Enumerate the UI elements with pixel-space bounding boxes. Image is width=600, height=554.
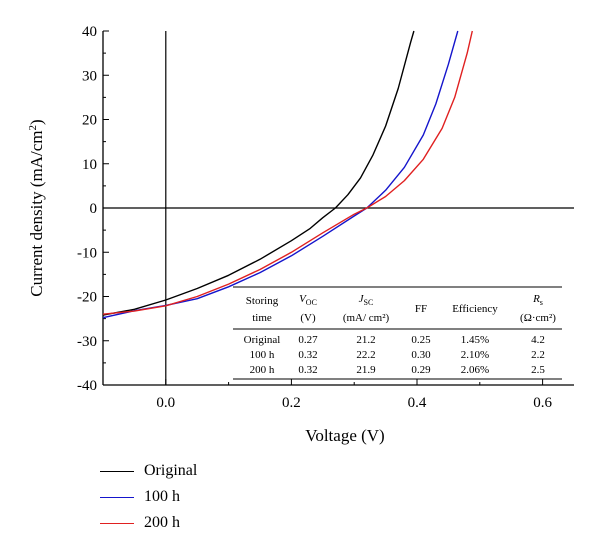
y-tick-label: -40 (77, 378, 97, 394)
table-header-voc: VOC (299, 293, 317, 307)
table-header-jsc: JSC (359, 293, 374, 307)
x-tick-label: 0.2 (282, 395, 301, 411)
table-cell: 21.9 (356, 364, 376, 376)
table-cell: 0.25 (411, 334, 431, 346)
y-tick-label: -30 (77, 334, 97, 350)
table-cell: 0.32 (298, 364, 317, 376)
legend-swatch (100, 522, 134, 524)
y-tick-label: 20 (82, 113, 97, 129)
x-tick-label: 0.4 (408, 395, 427, 411)
table-row: 200 h 0.32 21.9 0.29 2.06% 2.5 (250, 364, 546, 376)
parameter-table: Storing time VOC (V) JSC (mA/ cm²) FF Ef… (233, 286, 562, 380)
table-cell: 2.06% (461, 364, 489, 376)
table-cell: 100 h (250, 349, 275, 361)
legend-swatch (100, 470, 134, 472)
legend-item-original: Original (100, 458, 197, 484)
table-cell: 0.30 (411, 349, 431, 361)
legend-label: 200 h (144, 514, 180, 531)
y-tick-label: 30 (82, 68, 97, 84)
y-tick-label: 40 (82, 24, 97, 40)
y-tick-label: -10 (77, 245, 97, 261)
series-line-2 (102, 30, 473, 315)
table-cell: 22.2 (356, 349, 375, 361)
legend-label: 100 h (144, 488, 180, 505)
table-cell: Original (244, 334, 281, 346)
table-cell: 2.10% (461, 349, 489, 361)
legend-item-200h: 200 h (100, 510, 197, 536)
chart-legend: Original 100 h 200 h (100, 458, 197, 536)
table-header-rs-unit: (Ω·cm²) (520, 312, 556, 324)
legend-label: Original (144, 462, 198, 479)
y-tick-label: 10 (82, 157, 97, 173)
table-header-efficiency: Efficiency (452, 303, 498, 315)
table-cell: 4.2 (531, 334, 545, 346)
series-line-0 (102, 30, 415, 316)
legend-item-100h: 100 h (100, 484, 197, 510)
table-row: Original 0.27 21.2 0.25 1.45% 4.2 (244, 334, 545, 346)
legend-swatch (100, 496, 134, 498)
table-header-storing: Storing (246, 295, 279, 307)
table-header-voc-unit: (V) (300, 312, 316, 324)
x-tick-label: 0.6 (533, 395, 552, 411)
table-header-storing-2: time (252, 312, 272, 324)
table-cell: 2.5 (531, 364, 545, 376)
table-header-ff: FF (415, 303, 427, 315)
table-header-jsc-unit: (mA/ cm²) (343, 312, 390, 324)
table-cell: 2.2 (531, 349, 545, 361)
table-cell: 0.27 (298, 334, 318, 346)
table-cell: 0.29 (411, 364, 431, 376)
table-header-rs: Rs (532, 293, 543, 307)
series-line-1 (102, 30, 459, 319)
chart-ticks: -40 -30 -20 -10 0 10 20 30 40 0.0 0.2 0.4 0.6 (77, 24, 552, 411)
table-cell: 0.32 (298, 349, 317, 361)
chart-axes (102, 31, 574, 386)
chart-series (102, 30, 473, 319)
table-cell: 1.45% (461, 334, 489, 346)
x-axis-label: Voltage (V) (305, 426, 384, 445)
y-axis-label: Current density (mA/cm2) (27, 119, 46, 296)
y-tick-label: -20 (77, 290, 97, 306)
table-cell: 21.2 (356, 334, 375, 346)
table-row: 100 h 0.32 22.2 0.30 2.10% 2.2 (250, 349, 545, 361)
x-tick-label: 0.0 (156, 395, 175, 411)
y-tick-label: 0 (90, 201, 98, 217)
table-cell: 200 h (250, 364, 275, 376)
